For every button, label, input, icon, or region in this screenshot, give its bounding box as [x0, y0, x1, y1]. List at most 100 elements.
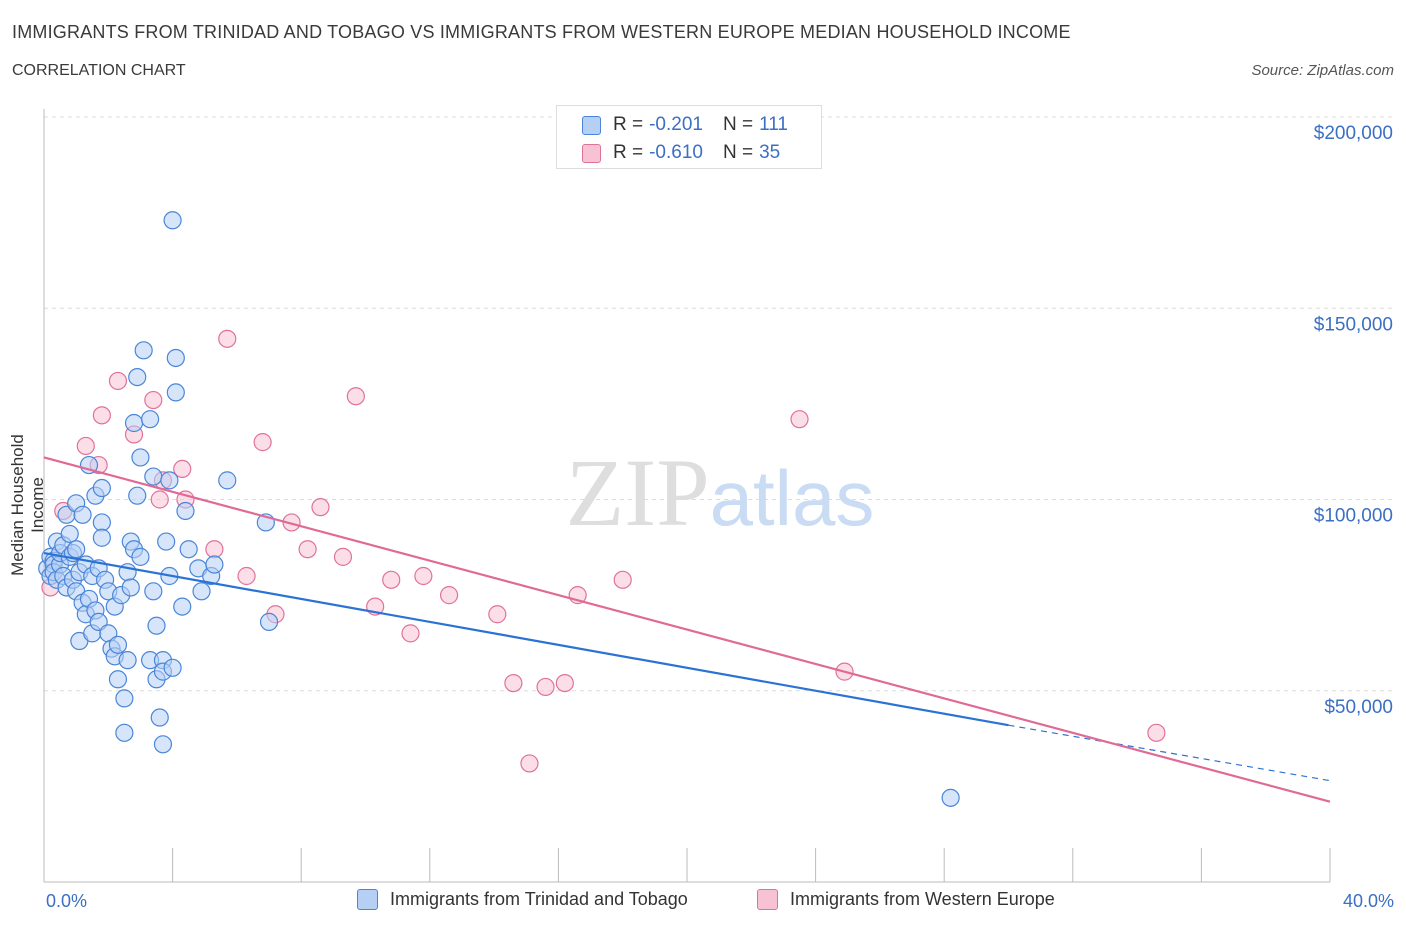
data-point	[298, 540, 317, 559]
data-point	[1147, 723, 1166, 742]
data-point	[401, 624, 420, 643]
data-point	[131, 547, 150, 566]
y-tick-label: $50,000	[1324, 697, 1393, 718]
data-point	[218, 471, 237, 490]
data-point	[147, 616, 166, 635]
swatch-blue	[582, 115, 601, 135]
stats-row-pink: R = -0.610 N = 35	[582, 142, 780, 164]
y-axis-label: Median Household Income	[8, 434, 47, 576]
y-tick-label: $150,000	[1314, 314, 1393, 335]
data-point	[346, 387, 365, 406]
data-point	[92, 478, 111, 498]
data-point	[613, 570, 632, 589]
data-point	[160, 471, 179, 490]
data-point	[153, 735, 173, 754]
x-tick-max: 40.0%	[1342, 891, 1394, 911]
data-point	[73, 505, 92, 524]
data-point	[92, 528, 111, 547]
watermark-zip: ZIP	[566, 439, 710, 546]
n-value: 111	[759, 114, 788, 135]
legend-swatch-pink	[757, 889, 778, 910]
data-point	[144, 582, 163, 601]
data-point	[124, 413, 144, 433]
watermark: ZIPatlas	[566, 439, 875, 546]
data-point	[333, 547, 353, 566]
data-point	[253, 433, 272, 452]
data-point	[108, 670, 128, 689]
r-value: -0.610	[649, 142, 703, 163]
data-point	[134, 341, 153, 360]
data-point	[555, 673, 574, 693]
data-point	[790, 410, 809, 429]
data-point	[382, 570, 401, 589]
source-label: Source: ZipAtlas.com	[1251, 62, 1394, 79]
trend-lines	[43, 456, 1331, 803]
data-point	[237, 566, 256, 586]
n-label: N =	[722, 142, 754, 163]
r-value: -0.201	[649, 114, 703, 135]
data-point	[76, 436, 95, 456]
data-point	[414, 566, 433, 586]
legend-item-trinidad[interactable]: Immigrants from Trinidad and Tobago	[357, 889, 688, 910]
legend-item-western-europe[interactable]: Immigrants from Western Europe	[757, 889, 1055, 910]
data-point	[60, 524, 79, 544]
series-legend: Immigrants from Trinidad and Tobago Immi…	[0, 889, 1406, 915]
data-point	[192, 582, 211, 601]
data-point	[536, 677, 555, 697]
data-point	[173, 459, 192, 478]
data-point	[118, 651, 137, 670]
data-point	[157, 532, 176, 551]
watermark-atlas: atlas	[710, 454, 875, 542]
data-point	[140, 410, 160, 429]
trend-line-blue	[43, 551, 1009, 727]
data-point	[163, 211, 182, 230]
data-point	[115, 723, 134, 742]
axes	[43, 109, 1331, 883]
data-point	[176, 501, 195, 521]
grid-lines	[44, 116, 1394, 692]
series-trinidad-tobago	[38, 211, 960, 807]
trend-line-blue-extension	[1008, 724, 1331, 782]
data-point	[121, 578, 140, 597]
y-tick-label: $100,000	[1314, 506, 1393, 527]
y-tick-label: $200,000	[1314, 123, 1393, 144]
y-tick-labels: $50,000 $100,000 $150,000 $200,000	[1314, 123, 1393, 718]
data-point	[520, 754, 539, 773]
data-point	[92, 513, 111, 532]
legend-label-western-europe: Immigrants from Western Europe	[790, 889, 1055, 909]
data-point	[166, 348, 185, 368]
data-point	[108, 371, 128, 391]
data-point	[131, 448, 150, 467]
data-point	[144, 467, 163, 486]
data-point	[166, 383, 185, 402]
data-point	[144, 390, 163, 410]
data-point	[108, 635, 128, 654]
data-point	[311, 498, 330, 517]
chart-subtitle: CORRELATION CHART	[12, 62, 186, 79]
data-point	[205, 555, 224, 574]
legend-label-trinidad: Immigrants from Trinidad and Tobago	[390, 889, 688, 909]
data-point	[488, 605, 507, 624]
data-point	[67, 540, 86, 559]
data-point	[150, 708, 169, 727]
data-point	[128, 486, 147, 505]
chart-title: IMMIGRANTS FROM TRINIDAD AND TOBAGO VS I…	[12, 22, 1071, 42]
data-point	[92, 406, 111, 425]
data-point	[128, 368, 147, 387]
data-point	[218, 329, 237, 348]
data-point	[439, 586, 459, 605]
trend-line-pink	[43, 456, 1331, 803]
data-point	[150, 490, 169, 509]
stats-row-blue: R = -0.201 N = 111	[582, 114, 788, 136]
data-point	[173, 597, 192, 616]
data-point	[179, 540, 198, 559]
data-point	[504, 673, 523, 693]
data-point	[115, 689, 134, 708]
series-western-europe	[41, 329, 1166, 773]
r-label: R =	[613, 142, 644, 163]
n-value: 35	[759, 142, 781, 163]
n-label: N =	[722, 114, 754, 135]
x-tick-min: 0.0%	[46, 891, 88, 911]
data-point	[163, 658, 182, 677]
